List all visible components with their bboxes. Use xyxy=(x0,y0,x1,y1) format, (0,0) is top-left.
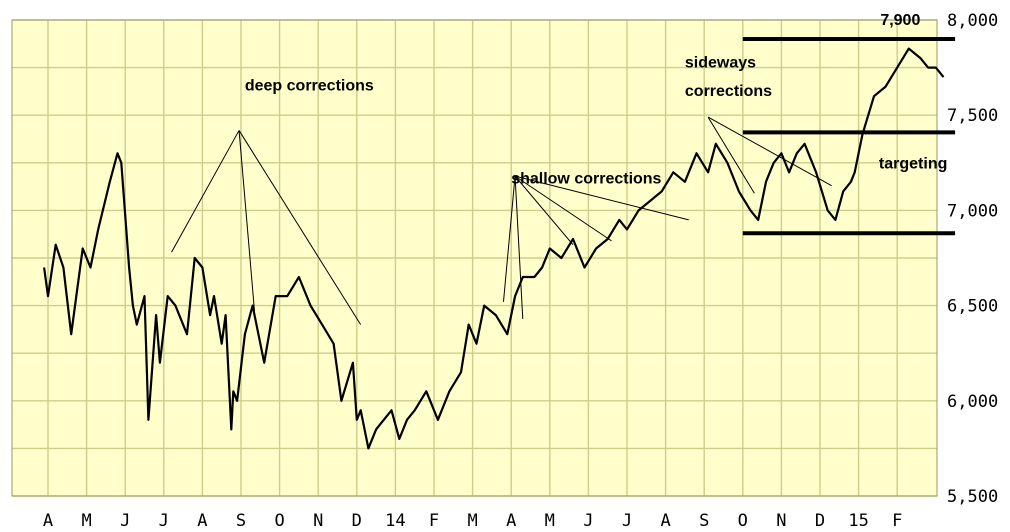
x-tick-label: J xyxy=(622,511,632,531)
reference-lines xyxy=(742,37,956,236)
annotations: deep corrections shallow corrections sidew… xyxy=(245,12,948,188)
x-tick-label: N xyxy=(313,511,323,531)
y-tick-label: 7,000 xyxy=(947,201,998,221)
annotation-level: 7,900 xyxy=(880,12,920,29)
x-tick-label: A xyxy=(197,511,207,531)
annotation-pointer-line xyxy=(707,116,832,187)
x-tick-label: S xyxy=(236,511,246,531)
x-tick-label: F xyxy=(892,511,902,531)
annotation-deep: deep corrections xyxy=(245,77,374,94)
annotation-pointer-line xyxy=(514,175,689,221)
annotation-pointer-line xyxy=(238,130,362,325)
annotation-pointer-line xyxy=(514,175,574,245)
x-axis: A M J J A S O N D 14 F M A M J J A S O N D 15 F xyxy=(43,511,902,531)
y-tick-label: 5,500 xyxy=(947,487,998,507)
x-tick-label: M xyxy=(545,511,555,531)
x-tick-label: A xyxy=(43,511,53,531)
annotation-shallow: shallow corrections xyxy=(511,171,661,188)
x-tick-label: S xyxy=(699,511,709,531)
x-tick-label: D xyxy=(815,511,825,531)
annotation-pointer-line xyxy=(502,176,516,302)
annotation-pointer-line xyxy=(707,116,755,194)
y-tick-label: 7,500 xyxy=(947,106,998,126)
y-tick-label: 6,000 xyxy=(947,392,998,412)
annotation-pointer-line xyxy=(238,130,256,312)
annotation-pointers xyxy=(171,116,832,325)
y-axis: 8,000 7,500 7,000 6,500 6,000 5,500 xyxy=(947,11,998,507)
plot-border xyxy=(11,19,938,497)
x-tick-label: A xyxy=(506,511,516,531)
series-group xyxy=(43,47,945,450)
annotation-pointer-line xyxy=(514,176,524,319)
x-tick-label: J xyxy=(583,511,593,531)
x-tick-label: A xyxy=(660,511,670,531)
annotation-pointer-line xyxy=(514,175,612,242)
x-tick-label: 14 xyxy=(385,511,405,531)
y-tick-label: 6,500 xyxy=(947,297,998,317)
x-tick-label: M xyxy=(81,511,91,531)
grid xyxy=(11,19,938,497)
annotation-sideways2: corrections xyxy=(685,83,772,100)
x-tick-label: O xyxy=(274,511,284,531)
x-tick-label: F xyxy=(429,511,439,531)
annotation-sideways1: sideways xyxy=(685,55,756,72)
x-tick-label: M xyxy=(467,511,477,531)
x-tick-label: D xyxy=(352,511,362,531)
annotation-targeting: targeting xyxy=(879,156,947,173)
x-tick-label: J xyxy=(120,511,130,531)
annotation-pointer-line xyxy=(171,130,240,253)
x-tick-label: N xyxy=(776,511,786,531)
x-tick-label: 15 xyxy=(848,511,868,531)
x-tick-label: O xyxy=(738,511,748,531)
x-tick-label: J xyxy=(159,511,169,531)
y-tick-label: 8,000 xyxy=(947,11,998,31)
price-line xyxy=(43,47,945,450)
